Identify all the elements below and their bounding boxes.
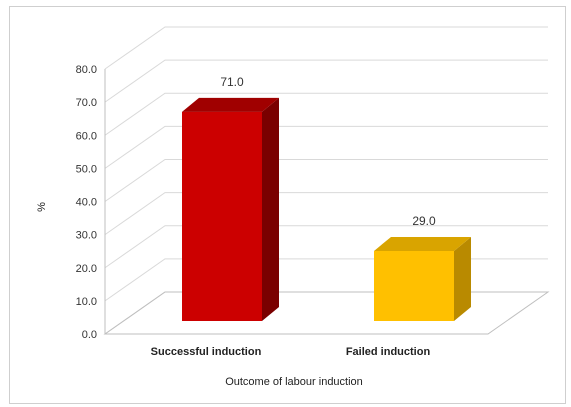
data-label: 29.0 <box>412 214 436 228</box>
gridline <box>104 59 548 103</box>
gridline <box>104 92 548 136</box>
gridline <box>104 26 548 70</box>
bar-1 <box>374 236 471 321</box>
bar-0 <box>182 97 279 321</box>
bar-chart: 0.0 10.0 20.0 30.0 40.0 50.0 60.0 70.0 80.0 71.0… <box>36 26 550 388</box>
data-label: 71.0 <box>220 75 244 89</box>
category-label: Successful induction <box>151 346 262 358</box>
y-tick-label: 30.0 <box>76 230 97 242</box>
gridline <box>104 192 548 236</box>
gridlines <box>104 26 548 335</box>
y-axis-title: % <box>36 202 48 212</box>
data-labels: 71.0 29.0 <box>220 75 436 228</box>
y-tick-labels: 0.0 10.0 20.0 30.0 40.0 50.0 60.0 70.0 80.0 <box>76 64 97 341</box>
x-axis-title: Outcome of labour induction <box>225 376 363 388</box>
y-tick-label: 40.0 <box>76 197 97 209</box>
y-tick-label: 20.0 <box>76 263 97 275</box>
y-tick-label: 10.0 <box>76 296 97 308</box>
gridline <box>104 225 548 269</box>
y-tick-label: 60.0 <box>76 130 97 142</box>
floor-outline <box>103 291 550 335</box>
bar-side <box>454 236 471 321</box>
bars <box>182 97 471 321</box>
chart-frame: 0.0 10.0 20.0 30.0 40.0 50.0 60.0 70.0 80.0 71.0… <box>9 6 566 404</box>
bar-top <box>182 97 279 112</box>
gridline <box>104 159 548 202</box>
bar-side <box>262 97 279 321</box>
y-tick-label: 70.0 <box>76 97 97 109</box>
y-tick-label: 0.0 <box>82 329 97 341</box>
y-tick-label: 80.0 <box>76 64 97 76</box>
bar-top <box>374 236 471 251</box>
gridline <box>104 258 548 302</box>
gridline <box>104 291 548 335</box>
bar-front <box>374 250 454 321</box>
category-label: Failed induction <box>346 346 431 358</box>
chart-floor <box>103 291 550 335</box>
gridline <box>104 125 548 169</box>
bar-front <box>182 111 262 321</box>
category-labels: Successful induction Failed induction <box>151 346 431 358</box>
y-tick-label: 50.0 <box>76 163 97 175</box>
